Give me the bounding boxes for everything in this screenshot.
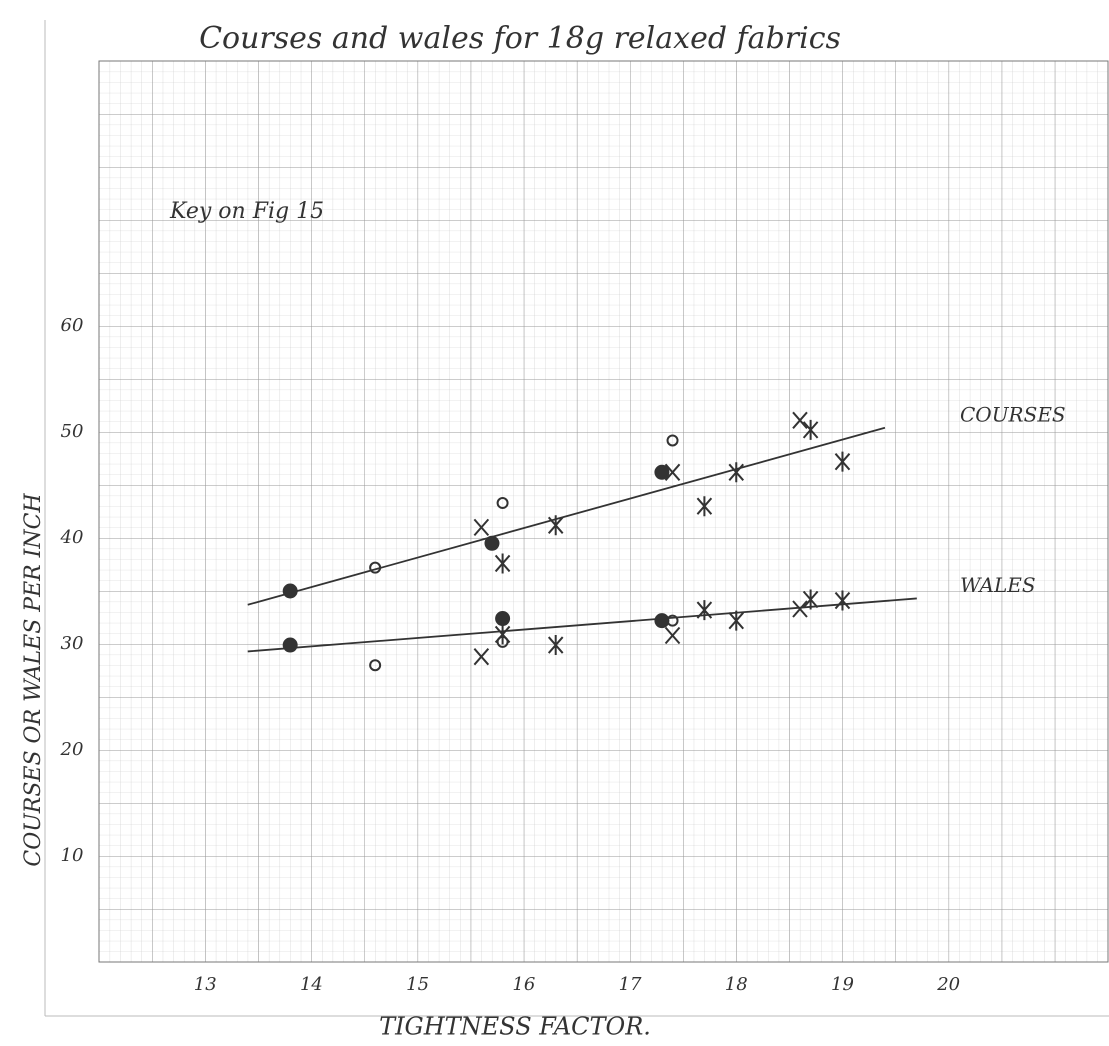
y-tick-label: 10	[61, 845, 84, 866]
point-cross	[664, 463, 681, 481]
point-star	[834, 590, 851, 611]
x-tick-label: 18	[725, 974, 748, 995]
graph-paper-major	[98, 60, 1109, 963]
point-star	[802, 419, 819, 440]
x-tick-label: 20	[936, 974, 960, 995]
point-filled	[495, 611, 511, 627]
fit-line	[247, 426, 886, 606]
y-tick-label: 60	[61, 315, 84, 336]
x-tick-label: 16	[512, 974, 535, 995]
point-star	[802, 589, 819, 610]
point-open	[666, 434, 679, 447]
point-star	[728, 462, 745, 483]
point-star	[696, 496, 713, 517]
point-cross	[664, 626, 681, 645]
x-tick-label: 15	[406, 974, 429, 995]
x-axis-label: TIGHTNESS FACTOR.	[379, 1013, 651, 1041]
y-tick-label: 40	[60, 527, 84, 548]
point-cross	[473, 648, 490, 666]
point-open	[369, 659, 382, 672]
point-open	[666, 614, 679, 627]
point-cross	[792, 600, 808, 618]
point-filled	[484, 535, 500, 551]
x-tick-label: 13	[194, 974, 217, 995]
y-tick-label: 50	[61, 421, 84, 442]
point-star	[696, 600, 713, 621]
x-tick-label: 14	[300, 974, 323, 995]
line-label: WALES	[960, 573, 1036, 597]
point-star	[728, 610, 745, 631]
y-tick-label: 30	[61, 633, 84, 654]
point-cross	[473, 518, 490, 537]
point-star	[834, 451, 851, 472]
point-open	[369, 561, 382, 574]
y-axis-label: COURSES OR WALES PER INCH	[21, 493, 46, 867]
point-filled	[654, 464, 670, 480]
point-star	[494, 553, 511, 574]
point-filled	[282, 583, 298, 599]
point-star	[494, 624, 511, 645]
x-tick-label: 17	[619, 974, 642, 995]
annotation: Key on Fig 15	[169, 199, 324, 224]
point-star	[547, 635, 564, 656]
point-filled	[654, 613, 670, 629]
fit-line	[247, 597, 917, 653]
point-cross	[792, 411, 808, 429]
point-star	[547, 515, 564, 536]
line-label: COURSES	[960, 402, 1066, 426]
chart-title: Courses and wales for 18g relaxed fabric…	[199, 21, 841, 56]
point-open	[496, 497, 509, 510]
point-filled	[282, 637, 298, 653]
y-tick-label: 20	[60, 739, 84, 760]
x-tick-label: 19	[831, 974, 854, 995]
